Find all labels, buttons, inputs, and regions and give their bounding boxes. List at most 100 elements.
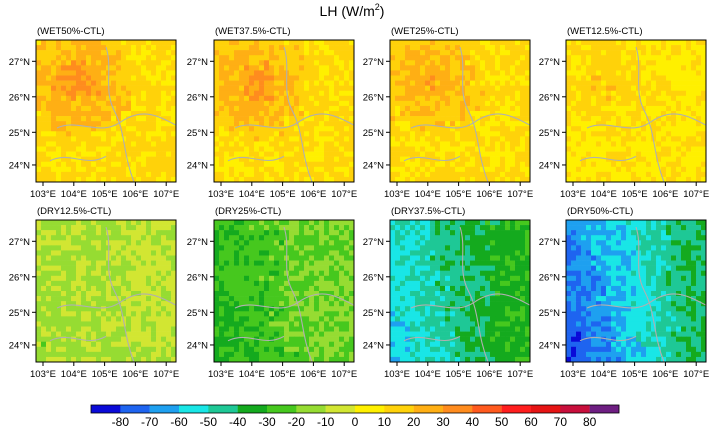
field-cell <box>510 80 516 86</box>
field-cell <box>141 336 147 343</box>
field-cell <box>279 146 285 152</box>
field-cell <box>116 280 122 287</box>
field-cell <box>329 235 335 241</box>
field-cell <box>229 126 235 132</box>
field-cell <box>101 45 107 51</box>
field-cell <box>36 111 42 117</box>
field-cell <box>440 176 446 183</box>
field-cell <box>686 176 692 183</box>
field-cell <box>405 95 411 102</box>
field-cell <box>344 156 350 163</box>
field-cell <box>214 306 220 312</box>
field-cell <box>435 105 441 112</box>
field-cell <box>525 80 531 86</box>
field-cell <box>470 235 476 241</box>
field-cell <box>229 316 235 322</box>
field-cell <box>214 166 220 173</box>
field-cell <box>425 100 431 107</box>
field-cell <box>460 146 466 152</box>
field-cell <box>136 156 142 163</box>
field-cell <box>81 146 87 152</box>
field-cell <box>141 285 147 292</box>
panel-label: (WET50%-CTL) <box>37 26 105 37</box>
field-cell <box>76 230 82 236</box>
field-cell <box>41 90 47 97</box>
field-cell <box>309 301 315 307</box>
field-cell <box>324 176 330 183</box>
field-cell <box>244 351 250 358</box>
field-cell <box>344 80 350 86</box>
field-cell <box>435 111 441 117</box>
field-cell <box>229 131 235 137</box>
field-cell <box>671 100 677 107</box>
field-cell <box>626 141 632 147</box>
field-cell <box>525 161 531 168</box>
field-cell <box>229 146 235 152</box>
field-cell <box>591 95 597 102</box>
field-cell <box>666 161 672 168</box>
field-cell <box>269 306 275 312</box>
y-tick-label: 26°N <box>9 92 30 103</box>
field-cell <box>101 111 107 117</box>
field-cell <box>485 65 491 71</box>
field-cell <box>86 80 92 86</box>
field-cell <box>76 316 82 322</box>
field-cell <box>319 250 325 256</box>
field-cell <box>224 285 230 292</box>
field-cell <box>324 65 330 71</box>
field-cell <box>244 260 250 266</box>
field-cell <box>146 151 152 157</box>
field-cell <box>450 121 456 127</box>
field-cell <box>66 291 72 297</box>
field-cell <box>249 141 255 147</box>
field-cell <box>666 45 672 51</box>
field-cell <box>566 146 572 152</box>
field-cell <box>440 151 446 157</box>
boundary-line <box>579 155 637 162</box>
field-cell <box>259 245 265 251</box>
field-cell <box>264 151 270 157</box>
field-cell <box>234 116 240 122</box>
field-cell <box>294 351 300 358</box>
field-cell <box>244 245 250 251</box>
field-cell <box>76 296 82 302</box>
field-cell <box>151 45 157 51</box>
field-cell <box>111 60 117 66</box>
field-cell <box>566 176 572 183</box>
field-cell <box>151 306 157 312</box>
x-tick-label: 103°E <box>384 189 410 200</box>
field-cell <box>91 336 97 343</box>
field-cell <box>274 245 280 251</box>
field-cell <box>691 146 697 152</box>
field-cell <box>61 55 67 61</box>
field-cell <box>636 126 642 132</box>
field-cell <box>126 255 132 261</box>
field-cell <box>480 136 486 142</box>
field-cell <box>136 151 142 157</box>
field-cell <box>621 126 627 132</box>
field-cell <box>126 100 132 107</box>
field-cell <box>324 341 330 348</box>
field-cell <box>269 225 275 231</box>
field-cell <box>131 151 137 157</box>
field-cell <box>219 260 225 266</box>
field-cell <box>319 121 325 127</box>
field-cell <box>51 136 57 142</box>
field-cell <box>284 351 290 358</box>
field-cell <box>591 166 597 173</box>
field-cell <box>254 351 260 358</box>
x-tick-label: 104°E <box>61 369 87 380</box>
field-cell <box>214 60 220 66</box>
panel-label: (WET25%-CTL) <box>391 26 459 37</box>
field-cell <box>269 95 275 102</box>
field-cell <box>249 245 255 251</box>
field-cell <box>279 230 285 236</box>
field-cell <box>41 336 47 343</box>
field-cell <box>631 161 637 168</box>
field-cell <box>219 311 225 317</box>
field-cell <box>76 235 82 241</box>
field-cell <box>304 50 310 56</box>
field-cell <box>106 225 112 231</box>
field-cell <box>319 55 325 61</box>
field-cell <box>269 331 275 337</box>
